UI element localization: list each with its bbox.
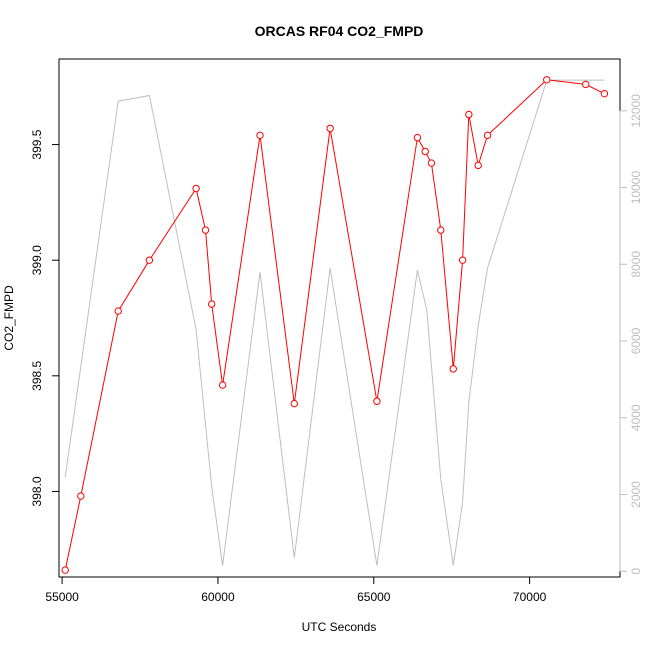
chart-title: ORCAS RF04 CO2_FMPD xyxy=(255,23,424,39)
data-point xyxy=(465,110,473,119)
data-point xyxy=(543,76,551,84)
data-point xyxy=(474,161,482,170)
x-axis: 55000 60000 65000 70000 xyxy=(45,576,547,604)
data-point xyxy=(114,307,122,315)
data-point xyxy=(192,184,200,193)
data-point xyxy=(326,124,334,133)
data-point xyxy=(458,256,467,264)
y-axis-label: CO2_FMPD xyxy=(2,285,16,351)
x-axis-label: UTC Seconds xyxy=(302,620,377,634)
y-tick-label: 398.5 xyxy=(30,360,44,390)
data-point xyxy=(582,80,590,89)
data-point xyxy=(449,365,457,373)
y-tick-label: 399.0 xyxy=(30,245,44,275)
data-point xyxy=(290,399,299,408)
series-line-right xyxy=(64,79,605,566)
y2-tick-label: 12000 xyxy=(629,94,643,128)
series-layer xyxy=(61,76,609,574)
data-point xyxy=(437,226,445,234)
y-tick-label: 398.0 xyxy=(30,476,44,506)
data-point xyxy=(373,397,381,405)
data-point xyxy=(483,131,492,140)
x-tick-label: 60000 xyxy=(201,590,235,604)
data-point xyxy=(77,492,85,500)
data-point xyxy=(413,133,422,142)
data-point xyxy=(421,147,429,156)
y2-tick-label: 6000 xyxy=(629,327,643,354)
y-axis-left: 398.0 398.5 399.0 399.5 xyxy=(30,129,60,506)
data-point xyxy=(201,226,210,234)
x-tick-label: 55000 xyxy=(45,590,79,604)
data-point xyxy=(218,381,227,389)
data-point xyxy=(256,131,264,140)
y2-tick-label: 2000 xyxy=(629,481,643,508)
y2-tick-label: 8000 xyxy=(629,251,643,278)
x-tick-label: 65000 xyxy=(357,590,391,604)
plot-frame xyxy=(58,58,621,578)
data-point xyxy=(427,159,436,167)
series-line-left xyxy=(64,79,605,571)
data-point xyxy=(208,300,216,308)
y2-tick-label: 4000 xyxy=(629,404,643,431)
data-point xyxy=(145,256,154,264)
y-axis-right: 0 2000 4000 6000 8000 10000 12000 xyxy=(619,94,643,575)
y2-tick-label: 0 xyxy=(629,568,643,575)
data-point xyxy=(61,566,69,574)
x-tick-label: 70000 xyxy=(513,590,547,604)
data-point xyxy=(600,89,609,98)
y2-tick-label: 10000 xyxy=(629,171,643,205)
y-tick-label: 399.5 xyxy=(30,129,44,159)
